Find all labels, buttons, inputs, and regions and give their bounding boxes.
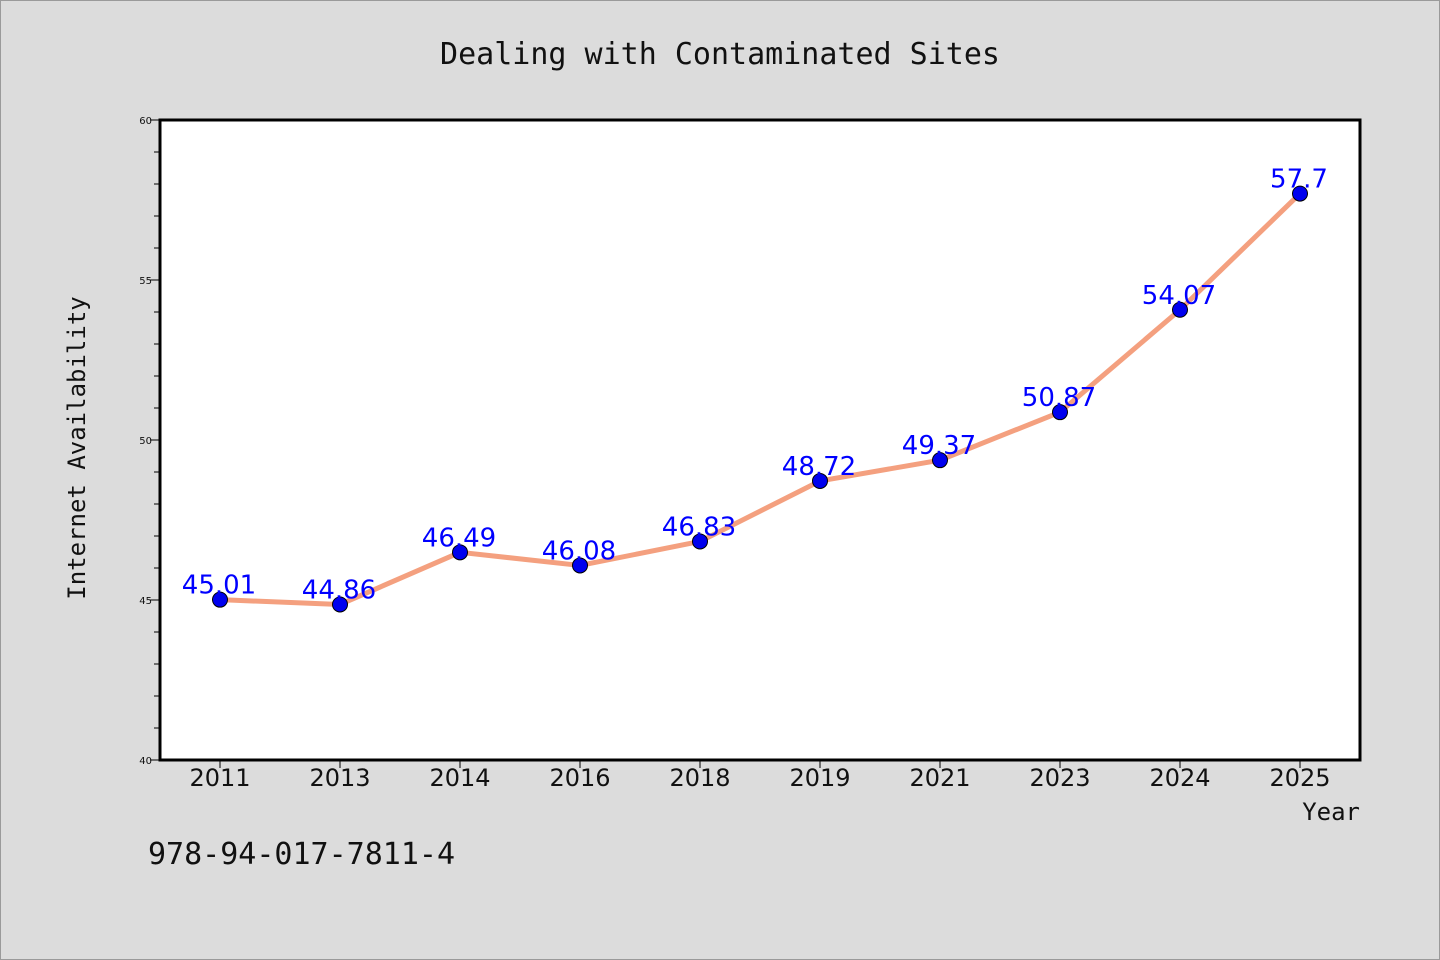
y-tick-label: 55: [139, 276, 152, 287]
data-point-marker: [812, 472, 828, 489]
y-tick-label: 40: [139, 756, 152, 767]
x-tick-label: 2011: [189, 764, 250, 792]
data-label: 50.87: [1022, 383, 1096, 413]
x-axis-ticks: 2011 2013 2014 2016 2018 2019 2021 2023 2024 2025: [189, 760, 1331, 792]
data-label: 49.37: [902, 431, 976, 461]
data-label: 54.07: [1142, 281, 1216, 311]
data-point-marker: [1052, 404, 1068, 421]
y-tick-label: 45: [139, 596, 152, 607]
x-tick-label: 2019: [789, 764, 850, 792]
data-point-marker: [932, 452, 948, 469]
data-label: 46.49: [422, 523, 496, 553]
data-point-marker: [212, 591, 228, 608]
y-tick-label: 60: [139, 116, 152, 127]
x-tick-label: 2013: [309, 764, 370, 792]
data-label: 46.83: [662, 512, 736, 542]
y-axis-label: Internet Availability: [63, 296, 91, 599]
x-tick-label: 2016: [549, 764, 610, 792]
isbn-text: 978-94-017-7811-4: [148, 837, 455, 872]
y-tick-label: 50: [139, 436, 152, 447]
data-point-marker: [332, 596, 348, 613]
x-tick-label: 2014: [429, 764, 490, 792]
data-label: 57.7: [1270, 165, 1328, 195]
data-label: 44.86: [302, 575, 376, 605]
plot-area: [158, 118, 1362, 762]
x-tick-label: 2018: [669, 764, 730, 792]
data-markers: [212, 185, 1308, 613]
x-axis-label: Year: [1302, 798, 1360, 826]
data-point-marker: [452, 544, 468, 561]
series-line: [217, 191, 1303, 607]
data-point-marker: [1172, 301, 1188, 318]
x-tick-label: 2024: [1149, 764, 1210, 792]
x-tick-label: 2025: [1269, 764, 1330, 792]
chart-title: Dealing with Contaminated Sites: [440, 37, 1000, 72]
data-label: 45.01: [182, 571, 256, 601]
data-point-marker: [572, 557, 588, 574]
data-label: 48.72: [782, 452, 856, 482]
data-label: 46.08: [542, 536, 616, 566]
data-point-marker: [692, 533, 708, 550]
series-line-group: [217, 191, 1303, 607]
y-axis-ticks: 40 45 50 55 60: [139, 116, 160, 767]
data-labels-group: 45.01 44.86 46.49 46.08 46.83 48.72 49.37 50.87…: [182, 165, 1328, 606]
x-tick-label: 2023: [1029, 764, 1090, 792]
x-tick-label: 2021: [909, 764, 970, 792]
data-point-marker: [1292, 185, 1308, 202]
